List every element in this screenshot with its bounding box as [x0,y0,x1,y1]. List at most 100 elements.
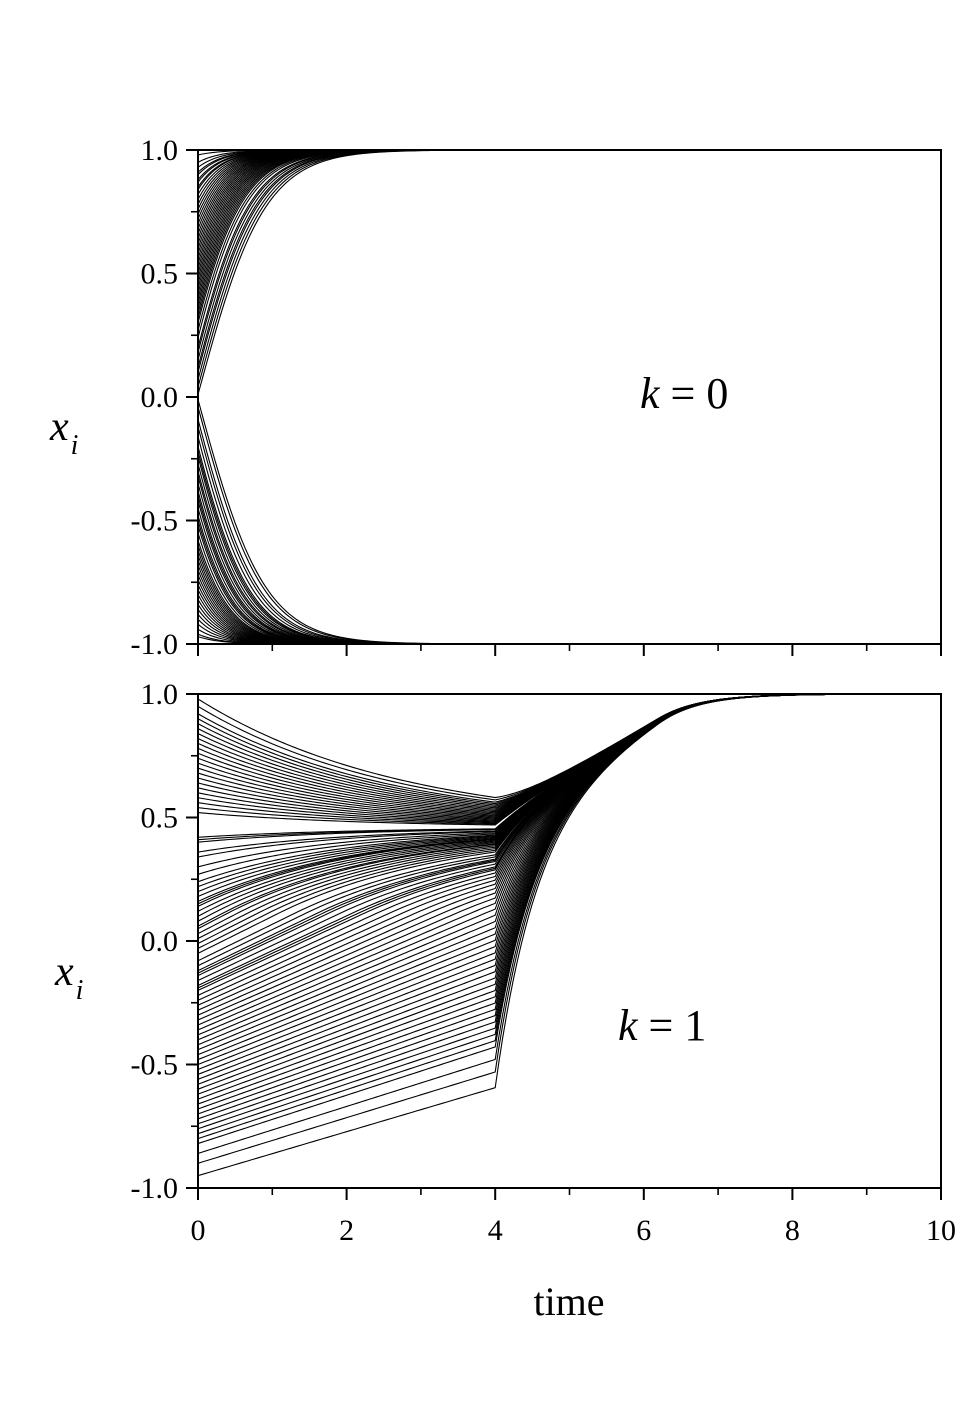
bottom-series-lines [197,693,942,1177]
bottom-trajectory-60 [197,693,941,1016]
top-trajectory-68 [197,549,941,645]
bottom-trajectory-57 [197,693,941,1001]
bottom-trajectory-46 [197,693,941,954]
top-y-tick-label: 1.0 [141,134,179,167]
bottom-trajectory-72 [197,693,941,1075]
top-trajectory-39 [197,149,941,353]
x-axis-title: time [533,1279,604,1324]
top-trajectory-44 [197,149,941,388]
bottom-annotation-rest: = 1 [638,1001,707,1050]
bottom-trajectory-69 [197,693,941,1061]
top-annotation-rest: = 0 [660,369,729,418]
bottom-trajectory-79 [197,693,941,1110]
top-trajectory-36 [197,149,941,331]
bottom-trajectory-47 [197,693,941,962]
top-trajectory-27 [197,149,941,284]
bottom-trajectory-24 [197,693,941,841]
bottom-trajectory-52 [197,693,941,982]
top-trajectory-60 [197,500,941,645]
bottom-y-axis-label: xi [54,949,83,1006]
bottom-trajectory-55 [197,693,941,991]
top-ticks: -1.0 -0.5 0.0 0.5 1.0 [131,134,942,661]
top-plot-frame [197,149,942,645]
top-trajectory-26 [197,149,941,279]
top-y-tick-label: 0.0 [141,381,179,414]
top-trajectory-49 [197,426,941,645]
bottom-x-tick-label: 2 [339,1214,354,1247]
top-trajectory-25 [197,149,941,274]
top-trajectory-50 [197,436,941,645]
top-trajectory-42 [197,149,941,373]
top-trajectory-71 [197,564,941,645]
bottom-trajectory-45 [197,693,941,949]
top-trajectory-48 [197,419,941,645]
top-trajectory-24 [197,149,941,269]
bottom-trajectory-80 [197,693,941,1115]
bottom-trajectory-68 [197,693,941,1056]
top-y-tick-label: -0.5 [131,505,179,538]
top-trajectory-37 [197,149,941,338]
top-trajectory-54 [197,463,941,645]
bottom-trajectory-63 [197,693,941,1031]
top-trajectory-38 [197,149,941,348]
top-panel: -1.0 -0.5 0.0 0.5 1.0 k = 0 xi [49,134,942,661]
bottom-x-tick-label: 8 [785,1214,800,1247]
top-trajectory-58 [197,490,941,645]
top-annotation: k = 0 [640,369,728,418]
top-annotation-var: k [640,369,661,418]
top-trajectory-41 [197,149,941,368]
top-trajectory-51 [197,446,941,645]
top-trajectory-45 [197,149,941,395]
bottom-trajectory-71 [197,693,941,1070]
top-series-lines [197,149,941,645]
top-trajectory-33 [197,149,941,314]
bottom-ylabel-main: x [54,949,74,995]
bottom-trajectory-84 [197,693,941,1135]
top-trajectory-29 [197,149,941,294]
top-y-tick-label: 0.5 [141,258,179,291]
bottom-y-tick-label: -0.5 [131,1049,179,1082]
top-trajectory-73 [197,574,941,645]
top-trajectory-47 [197,406,941,645]
bottom-trajectory-48 [197,693,941,967]
bottom-trajectory-61 [197,693,941,1021]
top-y-tick-label: -1.0 [131,628,179,661]
bottom-trajectory-85 [197,693,941,1140]
bottom-plot-frame [197,693,942,1189]
top-ylabel-sub: i [71,430,79,461]
top-trajectory-62 [197,515,941,645]
bottom-x-tick-label: 4 [488,1214,503,1247]
top-trajectory-64 [197,525,941,645]
top-trajectory-43 [197,149,941,380]
top-trajectory-40 [197,149,941,361]
top-trajectory-46 [197,399,941,645]
bottom-annotation: k = 1 [618,1001,706,1050]
bottom-y-tick-label: 0.5 [141,802,179,835]
top-trajectory-52 [197,451,941,645]
top-trajectory-56 [197,475,941,645]
bottom-trajectory-62 [197,693,941,1026]
bottom-trajectory-59 [197,693,941,1011]
bottom-y-tick-label: -1.0 [131,1172,179,1205]
top-y-axis-label: xi [49,404,78,461]
top-trajectory-53 [197,456,941,645]
top-trajectory-69 [197,554,941,645]
top-trajectory-63 [197,520,941,645]
bottom-ticks: -1.0 -0.5 0.0 0.5 1.0 0 2 4 6 8 10 [131,678,957,1247]
top-trajectory-59 [197,495,941,645]
bottom-y-tick-label: 1.0 [141,678,179,711]
bottom-x-tick-label: 0 [191,1214,206,1247]
bottom-trajectory-86 [197,693,941,1145]
top-trajectory-32 [197,149,941,309]
top-trajectory-28 [197,149,941,289]
top-trajectory-30 [197,149,941,299]
bottom-y-tick-label: 0.0 [141,925,179,958]
top-trajectory-61 [197,507,941,645]
top-trajectory-31 [197,149,941,304]
top-trajectory-22 [197,149,941,259]
top-trajectory-57 [197,483,941,645]
bottom-x-tick-label: 10 [926,1214,956,1247]
bottom-x-tick-label: 6 [636,1214,651,1247]
bottom-ylabel-sub: i [76,975,84,1006]
